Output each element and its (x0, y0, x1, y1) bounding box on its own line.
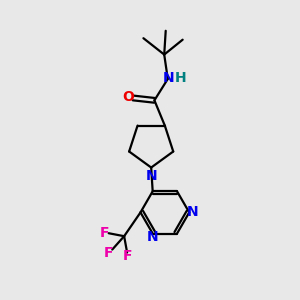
Text: F: F (122, 249, 132, 263)
Text: F: F (104, 245, 113, 260)
Text: N: N (146, 230, 158, 244)
Text: N: N (187, 206, 199, 219)
Text: N: N (163, 71, 175, 85)
Text: F: F (100, 226, 110, 240)
Text: N: N (146, 169, 157, 183)
Text: H: H (175, 71, 186, 85)
Text: O: O (123, 90, 134, 104)
